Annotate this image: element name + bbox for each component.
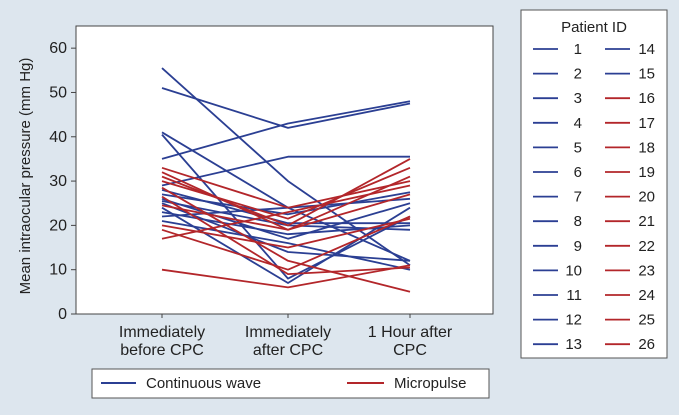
legend-label-patient-16: 16	[638, 90, 655, 107]
x-tick-label: Immediately	[245, 324, 331, 341]
legend-label-patient-10: 10	[565, 262, 582, 279]
legend-label-patient-1: 1	[574, 41, 582, 58]
x-tick-label: 1 Hour after	[368, 324, 453, 341]
series-line-patient-20	[161, 186, 411, 293]
legend-label-patient-14: 14	[638, 41, 655, 58]
x-tick-label: before CPC	[120, 342, 204, 359]
series-line-patient-22	[161, 193, 411, 231]
group-legend-label-continuous_wave: Continuous wave	[146, 375, 261, 392]
legend-label-patient-26: 26	[638, 336, 655, 353]
series-line-patient-4	[161, 134, 411, 280]
series-line-patient-2	[161, 87, 411, 129]
x-tick-label: after CPC	[253, 342, 323, 359]
x-tick-label: CPC	[393, 342, 427, 359]
legend-label-patient-5: 5	[574, 139, 582, 156]
legend-label-patient-15: 15	[638, 66, 655, 83]
series-line-patient-6	[161, 155, 410, 187]
y-tick-label: 40	[49, 129, 67, 146]
legend-label-patient-2: 2	[574, 66, 582, 83]
legend-label-patient-13: 13	[565, 336, 582, 353]
legend-label-patient-20: 20	[638, 189, 655, 206]
patient-legend	[520, 9, 668, 359]
legend-label-patient-18: 18	[638, 139, 655, 156]
legend-label-patient-11: 11	[566, 287, 582, 304]
legend-label-patient-24: 24	[638, 287, 655, 304]
patient-legend-title: Patient ID	[561, 19, 627, 36]
y-tick-label: 20	[49, 217, 67, 234]
legend-label-patient-4: 4	[574, 115, 582, 132]
series-line-patient-8	[161, 191, 411, 216]
x-tick-label: Immediately	[119, 324, 205, 341]
series-line-patient-26	[161, 264, 411, 289]
legend-label-patient-21: 21	[638, 213, 655, 230]
legend-label-patient-7: 7	[574, 189, 582, 206]
series-line-patient-5	[161, 100, 411, 160]
legend-label-patient-6: 6	[574, 164, 582, 181]
series-line-patient-25	[161, 184, 411, 240]
series-line-patient-15	[161, 220, 411, 271]
legend-label-patient-3: 3	[574, 90, 582, 107]
plot-area	[75, 25, 494, 315]
series-line-patient-19	[161, 166, 411, 220]
y-tick-label: 30	[49, 173, 67, 190]
group-legend-label-micropulse: Micropulse	[394, 375, 467, 392]
series-line-patient-24	[161, 215, 411, 271]
legend-label-patient-8: 8	[574, 213, 582, 230]
legend-label-patient-9: 9	[574, 238, 582, 255]
y-tick-label: 10	[49, 262, 67, 279]
y-tick-label: 0	[58, 306, 67, 323]
legend-label-patient-12: 12	[565, 312, 582, 329]
y-tick-label: 50	[49, 84, 67, 101]
series-line-patient-16	[161, 166, 411, 209]
legend-label-patient-25: 25	[638, 312, 655, 329]
legend-label-patient-19: 19	[638, 164, 655, 181]
y-tick-label: 60	[49, 40, 67, 57]
legend-label-patient-17: 17	[638, 115, 655, 132]
legend-label-patient-23: 23	[638, 262, 655, 279]
y-axis-title: Mean intraocular pressure (mm Hg)	[17, 58, 34, 295]
series-line-patient-23	[161, 217, 411, 249]
group-legend	[91, 368, 490, 399]
legend-label-patient-22: 22	[638, 238, 655, 255]
series-line-patient-21	[161, 195, 411, 276]
